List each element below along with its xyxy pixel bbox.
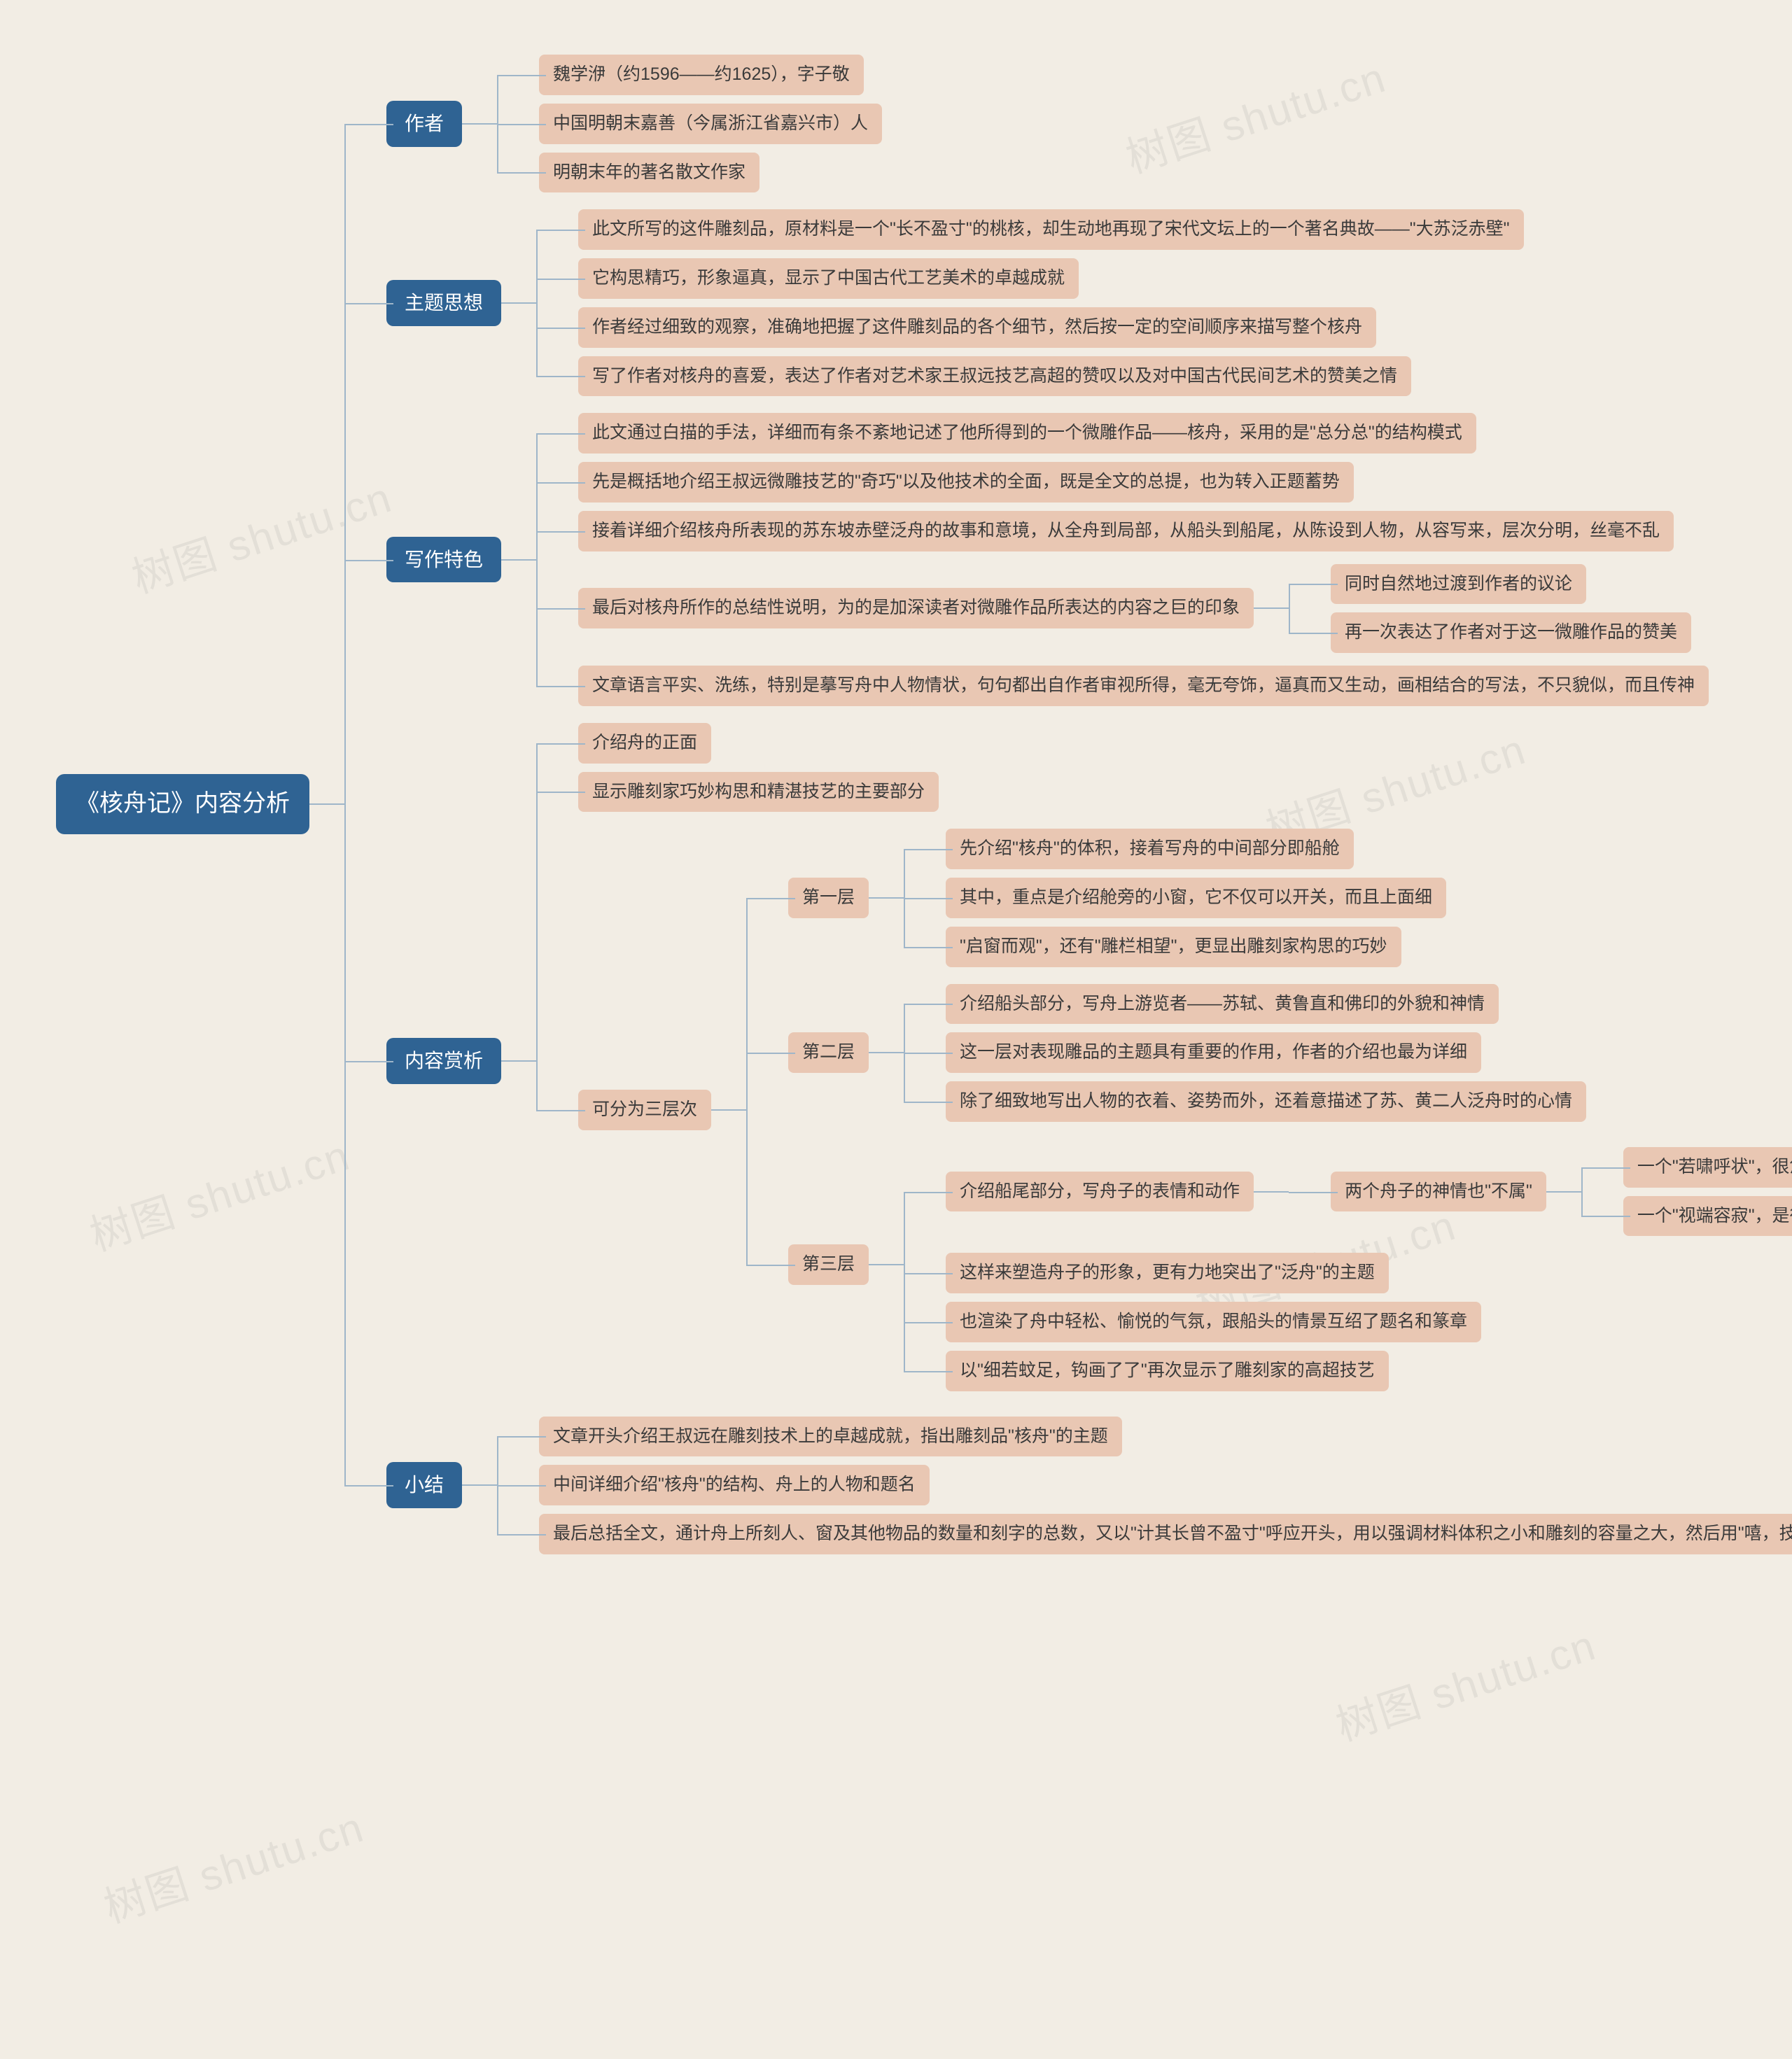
author-item-2: 明朝末年的著名散文作家	[539, 153, 760, 193]
leaf: 除了细致地写出人物的衣着、姿势而外，还着意描述了苏、黄二人泛舟时的心情	[904, 1077, 1792, 1126]
leaf: 这样来塑造舟子的形象，更有力地突出了"泛舟"的主题	[904, 1249, 1792, 1298]
root-node: 《核舟记》内容分析	[56, 774, 309, 834]
watermark: 树图 shutu.cn	[1327, 1612, 1603, 1753]
theme-item-1: 它构思精巧，形象逼真，显示了中国古代工艺美术的卓越成就	[578, 258, 1079, 299]
branch-theme-label: 主题思想	[386, 280, 501, 326]
writing-item-with-children: 最后对核舟所作的总结性说明，为的是加深读者对微雕作品所表达的内容之巨的印象 同时…	[536, 556, 1792, 662]
theme-item-0: 此文所写的这件雕刻品，原材料是一个"长不盈寸"的桃核，却生动地再现了宋代文坛上的…	[578, 209, 1524, 250]
writing-item-2: 接着详细介绍核舟所表现的苏东坡赤壁泛舟的故事和意境，从全舟到局部，从船头到船尾，…	[578, 511, 1674, 551]
l3-stern-sub-label: 两个舟子的神情也"不属"	[1331, 1172, 1546, 1212]
leaf: 这一层对表现雕品的主题具有重要的作用，作者的介绍也最为详细	[904, 1028, 1792, 1077]
leaf: 中间详细介绍"核舟"的结构、舟上的人物和题名	[497, 1461, 1792, 1510]
leaf: 其中，重点是介绍舱旁的小窗，它不仅可以开关，而且上面细	[904, 873, 1792, 922]
leaf: 先是概括地介绍王叔远微雕技艺的"奇巧"以及他技术的全面，既是全文的总提，也为转入…	[536, 458, 1792, 507]
summary-item-1: 中间详细介绍"核舟"的结构、舟上的人物和题名	[539, 1465, 930, 1505]
branch-appreciation: 内容赏析 介绍舟的正面 显示雕刻家巧妙构思和精湛技艺的主要部分 可分为三层次 第…	[344, 715, 1792, 1408]
l3-sub-1: 一个"视端容寂"，是很专注的样子	[1623, 1196, 1792, 1237]
branch-author-label: 作者	[386, 101, 462, 147]
layer-3: 第三层 介绍船尾部分，写舟子的表情和动作 两个舟子的神情也"不属"	[746, 1130, 1792, 1400]
writing-child-parent: 最后对核舟所作的总结性说明，为的是加深读者对微雕作品所表达的内容之巨的印象	[578, 588, 1254, 628]
leaf: 一个"若啸呼状"，很悠闲自在	[1581, 1143, 1792, 1192]
l1-item-2: "启窗而观"，还有"雕栏相望"，更显出雕刻家构思的巧妙	[946, 927, 1401, 967]
l3-tail-0: 这样来塑造舟子的形象，更有力地突出了"泛舟"的主题	[946, 1253, 1389, 1293]
layer-1: 第一层 先介绍"核舟"的体积，接着写舟的中间部分即船舱 其中，重点是介绍舱旁的小…	[746, 820, 1792, 975]
author-item-1: 中国明朝末嘉善（今属浙江省嘉兴市）人	[539, 104, 882, 144]
leaf: "启窗而观"，还有"雕栏相望"，更显出雕刻家构思的巧妙	[904, 922, 1792, 971]
layer-2: 第二层 介绍船头部分，写舟上游览者——苏轼、黄鲁直和佛印的外貌和神情 这一层对表…	[746, 976, 1792, 1130]
l3-tail-1: 也渲染了舟中轻松、愉悦的气氛，跟船头的情景互绍了题名和篆章	[946, 1302, 1481, 1342]
l3-stern-sub: 两个舟子的神情也"不属" 一个"若啸呼状"，很悠闲自在 一个"视端容寂"，是很专…	[1289, 1139, 1792, 1245]
leaf: 写了作者对核舟的喜爱，表达了作者对艺术家王叔远技艺高超的赞叹以及对中国古代民间艺…	[536, 352, 1792, 401]
appr-intro-1: 显示雕刻家巧妙构思和精湛技艺的主要部分	[578, 772, 939, 813]
branch-author: 作者 魏学洢（约1596——约1625），字子敬 中国明朝末嘉善（今属浙江省嘉兴…	[344, 46, 1792, 201]
leaf: 接着详细介绍核舟所表现的苏东坡赤壁泛舟的故事和意境，从全舟到局部，从船头到船尾，…	[536, 507, 1792, 556]
leaf: 文章开头介绍王叔远在雕刻技术上的卓越成就，指出雕刻品"核舟"的主题	[497, 1412, 1792, 1461]
leaf: 明朝末年的著名散文作家	[497, 148, 1792, 197]
leaf: 介绍舟的正面	[536, 719, 1792, 768]
branch-appreciation-label: 内容赏析	[386, 1038, 501, 1084]
l3-stern: 介绍船尾部分，写舟子的表情和动作 两个舟子的神情也"不属" 一个"若啸呼状"，很…	[904, 1134, 1792, 1249]
leaf: 作者经过细致的观察，准确地把握了这件雕刻品的各个细节，然后按一定的空间顺序来描写…	[536, 303, 1792, 352]
summary-item-0: 文章开头介绍王叔远在雕刻技术上的卓越成就，指出雕刻品"核舟"的主题	[539, 1417, 1122, 1457]
watermark: 树图 shutu.cn	[95, 1794, 371, 1935]
layer-3-label: 第三层	[788, 1244, 869, 1285]
branch-summary: 小结 文章开头介绍王叔远在雕刻技术上的卓越成就，指出雕刻品"核舟"的主题 中间详…	[344, 1408, 1792, 1563]
leaf: 此文所写的这件雕刻品，原材料是一个"长不盈寸"的桃核，却生动地再现了宋代文坛上的…	[536, 205, 1792, 254]
appr-layers: 可分为三层次 第一层 先介绍"核舟"的体积，接着写舟的中间部分即船舱 其中，重点…	[536, 816, 1792, 1403]
leaf: 最后总括全文，通计舟上所刻人、窗及其他物品的数量和刻字的总数，又以"计其长曾不盈…	[497, 1510, 1792, 1559]
writing-child-0: 同时自然地过渡到作者的议论	[1331, 564, 1586, 605]
l3-sub-0: 一个"若啸呼状"，很悠闲自在	[1623, 1147, 1792, 1188]
leaf: 介绍船头部分，写舟上游览者——苏轼、黄鲁直和佛印的外貌和神情	[904, 980, 1792, 1029]
leaf: 魏学洢（约1596——约1625），字子敬	[497, 50, 1792, 99]
branch-writing-label: 写作特色	[386, 537, 501, 583]
summary-item-2: 最后总括全文，通计舟上所刻人、窗及其他物品的数量和刻字的总数，又以"计其长曾不盈…	[539, 1514, 1792, 1554]
theme-item-2: 作者经过细致的观察，准确地把握了这件雕刻品的各个细节，然后按一定的空间顺序来描写…	[578, 307, 1376, 348]
leaf: 显示雕刻家巧妙构思和精湛技艺的主要部分	[536, 768, 1792, 817]
l2-item-1: 这一层对表现雕品的主题具有重要的作用，作者的介绍也最为详细	[946, 1032, 1481, 1073]
l1-item-0: 先介绍"核舟"的体积，接着写舟的中间部分即船舱	[946, 829, 1354, 869]
leaf: 此文通过白描的手法，详细而有条不紊地记述了他所得到的一个微雕作品——核舟，采用的…	[536, 409, 1792, 458]
leaf: 它构思精巧，形象逼真，显示了中国古代工艺美术的卓越成就	[536, 254, 1792, 303]
writing-item-1: 先是概括地介绍王叔远微雕技艺的"奇巧"以及他技术的全面，既是全文的总提，也为转入…	[578, 462, 1354, 503]
leaf: 文章语言平实、洗练，特别是摹写舟中人物情状，句句都出自作者审视所得，毫无夸饰，逼…	[536, 661, 1792, 710]
theme-item-3: 写了作者对核舟的喜爱，表达了作者对艺术家王叔远技艺高超的赞叹以及对中国古代民间艺…	[578, 356, 1411, 397]
layer-2-label: 第二层	[788, 1032, 869, 1073]
author-item-0: 魏学洢（约1596——约1625），字子敬	[539, 55, 864, 95]
l3-stern-label: 介绍船尾部分，写舟子的表情和动作	[946, 1172, 1254, 1212]
leaf: 同时自然地过渡到作者的议论	[1289, 560, 1792, 609]
leaf: 中国明朝末嘉善（今属浙江省嘉兴市）人	[497, 99, 1792, 148]
l2-item-0: 介绍船头部分，写舟上游览者——苏轼、黄鲁直和佛印的外貌和神情	[946, 984, 1499, 1025]
leaf: 再一次表达了作者对于这一微雕作品的赞美	[1289, 608, 1792, 657]
mindmap-root-container: 《核舟记》内容分析 作者 魏学洢（约1596——约1625），字子敬 中国明朝末…	[56, 42, 1764, 1567]
appr-intro-0: 介绍舟的正面	[578, 723, 711, 764]
leaf: 先介绍"核舟"的体积，接着写舟的中间部分即船舱	[904, 824, 1792, 873]
writing-item-0: 此文通过白描的手法，详细而有条不紊地记述了他所得到的一个微雕作品——核舟，采用的…	[578, 413, 1476, 454]
leaf: 也渲染了舟中轻松、愉悦的气氛，跟船头的情景互绍了题名和篆章	[904, 1298, 1792, 1347]
writing-tail-0: 文章语言平实、洗练，特别是摹写舟中人物情状，句句都出自作者审视所得，毫无夸饰，逼…	[578, 666, 1709, 706]
writing-child-1: 再一次表达了作者对于这一微雕作品的赞美	[1331, 612, 1691, 653]
root-li: 《核舟记》内容分析 作者 魏学洢（约1596——约1625），字子敬 中国明朝末…	[56, 42, 1764, 1567]
branch-writing: 写作特色 此文通过白描的手法，详细而有条不紊地记述了他所得到的一个微雕作品——核…	[344, 405, 1792, 715]
leaf: 以"细若蚊足，钩画了了"再次显示了雕刻家的高超技艺	[904, 1347, 1792, 1396]
l3-tail-2: 以"细若蚊足，钩画了了"再次显示了雕刻家的高超技艺	[946, 1351, 1389, 1391]
layer-1-label: 第一层	[788, 878, 869, 918]
leaf: 一个"视端容寂"，是很专注的样子	[1581, 1192, 1792, 1241]
appr-layers-label: 可分为三层次	[578, 1090, 711, 1130]
l2-item-2: 除了细致地写出人物的衣着、姿势而外，还着意描述了苏、黄二人泛舟时的心情	[946, 1081, 1586, 1122]
branch-summary-label: 小结	[386, 1462, 462, 1508]
l1-item-1: 其中，重点是介绍舱旁的小窗，它不仅可以开关，而且上面细	[946, 878, 1446, 918]
branch-theme: 主题思想 此文所写的这件雕刻品，原材料是一个"长不盈寸"的桃核，却生动地再现了宋…	[344, 201, 1792, 405]
